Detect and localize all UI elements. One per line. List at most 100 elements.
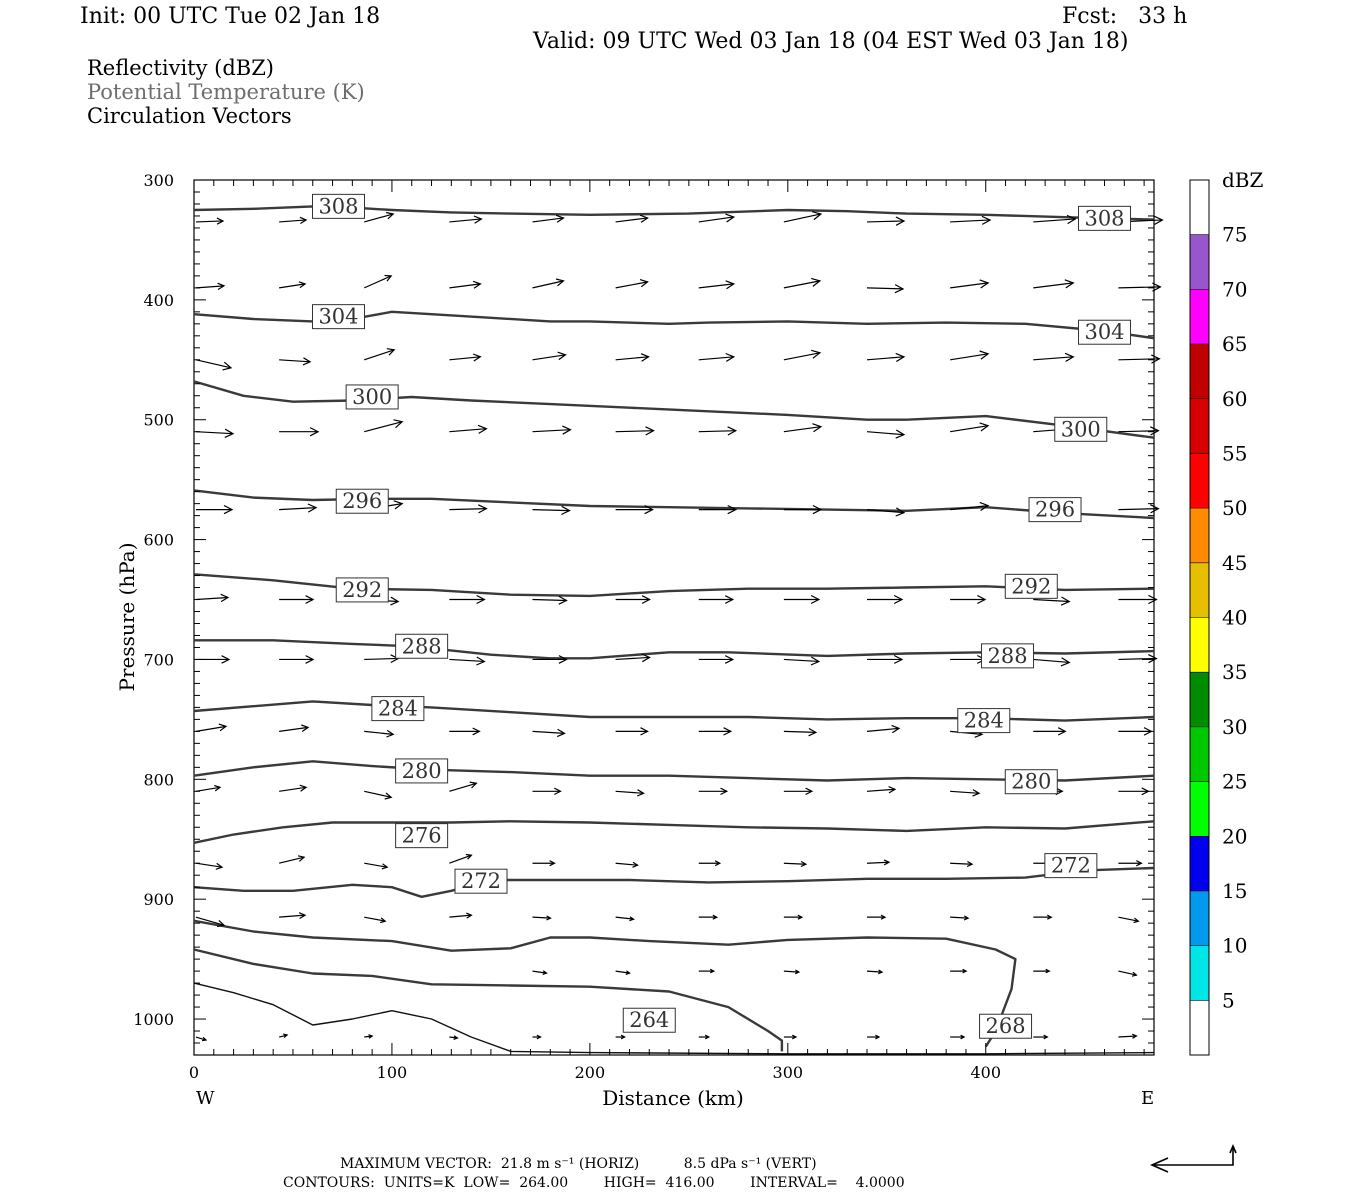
circulation-vector: [1118, 354, 1161, 364]
vector-head: [1148, 654, 1158, 664]
vector-head: [384, 274, 393, 282]
circulation-vector: [615, 214, 649, 223]
vector-head: [895, 429, 906, 439]
contour-label-box: [395, 758, 449, 784]
circulation-vector: [1033, 657, 1071, 667]
vector-head: [558, 655, 568, 664]
circulation-vector: [866, 724, 901, 734]
vector-head: [302, 357, 312, 366]
vector-head: [477, 504, 488, 514]
vector-head: [727, 426, 738, 436]
theta-contour-272: [193, 866, 1155, 898]
vector-head: [797, 914, 804, 920]
vector-head: [214, 784, 222, 792]
x-tick-label: 0: [189, 1063, 199, 1082]
circulation-vector: [364, 274, 393, 289]
contour-label: 276: [395, 823, 449, 849]
circulation-vectors: [195, 211, 1164, 1042]
vector-head: [714, 860, 722, 867]
colorbar-label: 30: [1222, 715, 1247, 739]
vector-head: [381, 863, 389, 870]
vector-shaft: [279, 914, 306, 918]
vector-shaft: [449, 658, 485, 663]
y-tick-label: 300: [143, 171, 174, 190]
theta-contour-276: [193, 820, 1155, 844]
vector-head: [305, 655, 315, 664]
circulation-vector: [615, 916, 635, 922]
vector-head: [810, 656, 821, 666]
vector-head: [309, 427, 320, 437]
vector-shaft: [1118, 1035, 1137, 1038]
vector-head: [1064, 352, 1075, 363]
vector-head: [368, 1034, 374, 1039]
circulation-vector: [698, 787, 729, 796]
vector-shaft: [615, 281, 648, 289]
vector-head: [725, 213, 736, 223]
vector-head: [223, 504, 234, 515]
contour-label: 296: [335, 488, 389, 514]
vector-head: [800, 860, 808, 868]
vector-head: [629, 916, 635, 922]
vector-head: [298, 281, 307, 289]
circulation-vector: [1118, 1033, 1138, 1039]
circulation-vector: [195, 593, 230, 603]
vector-head: [384, 792, 393, 800]
circulation-vector: [866, 284, 905, 294]
vector-head: [723, 727, 733, 736]
vector-shaft: [364, 790, 392, 798]
vector-head: [299, 216, 308, 225]
colorbar-label: 55: [1222, 441, 1247, 465]
x-axis-label: Distance (km): [602, 1086, 744, 1110]
contour-labels: 308 308 304 304 300 300 296 296 292 292 288 288 284 2…: [311, 193, 1132, 1039]
vector-shaft: [1033, 598, 1070, 603]
circulation-vector: [279, 655, 315, 664]
vector-shaft: [364, 213, 394, 223]
circulation-vector: [866, 969, 884, 975]
circulation-vector: [279, 912, 307, 920]
y-axis-label: Pressure (hPa): [115, 543, 139, 692]
vector-head: [725, 280, 736, 290]
circulation-vector: [783, 504, 823, 515]
vector-shaft: [1033, 282, 1074, 289]
circulation-vector: [1118, 860, 1143, 867]
colorbar-label: 50: [1222, 496, 1247, 520]
vector-head: [453, 1035, 459, 1040]
vector-head: [546, 915, 552, 921]
vector-head: [891, 724, 901, 734]
contour-label-text: 268: [985, 1014, 1025, 1038]
contour-label-text: 300: [352, 385, 392, 409]
circulation-vector: [195, 723, 228, 732]
circulation-vector: [364, 790, 393, 800]
contour-label-box: [345, 384, 399, 410]
contour-label: 308: [311, 193, 365, 219]
vector-head: [298, 912, 307, 920]
contour-label: 284: [371, 696, 425, 722]
vector-shaft: [1118, 657, 1157, 661]
vector-shaft: [783, 213, 822, 223]
circulation-vector: [783, 277, 822, 289]
circulation-vector: [615, 279, 649, 289]
circulation-vector: [950, 279, 990, 289]
circulation-vector: [1118, 727, 1153, 736]
circulation-vector: [449, 727, 481, 736]
vector-shaft: [866, 970, 883, 973]
circulation-vector: [1033, 1034, 1049, 1040]
vector-head: [380, 917, 387, 924]
vector-head: [1151, 354, 1161, 364]
vector-head: [393, 500, 404, 510]
circulation-vector: [783, 594, 821, 605]
circulation-vector: [1033, 914, 1053, 920]
circulation-vector: [532, 860, 556, 867]
vector-head: [727, 504, 738, 515]
colorbar-segment: [1190, 508, 1209, 563]
vector-shaft: [950, 219, 991, 223]
vector-shaft: [449, 854, 472, 864]
vector-shaft: [1118, 286, 1161, 289]
vector-shaft: [364, 349, 395, 361]
colorbar-label: 65: [1222, 332, 1247, 356]
vector-head: [644, 504, 654, 515]
vector-shaft: [866, 431, 905, 436]
vector-shaft: [195, 725, 227, 732]
vector-shaft: [364, 916, 386, 922]
contour-label-text: 272: [461, 869, 501, 893]
